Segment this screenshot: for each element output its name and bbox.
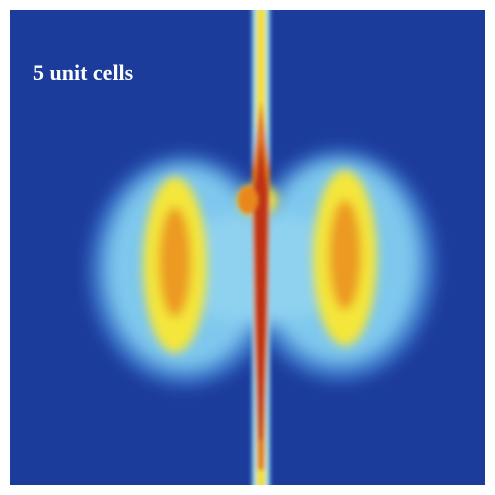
image-label: 5 unit cells — [33, 60, 134, 85]
intensity-map — [90, 10, 435, 485]
central-streak — [238, 10, 270, 485]
lobes — [143, 170, 377, 353]
